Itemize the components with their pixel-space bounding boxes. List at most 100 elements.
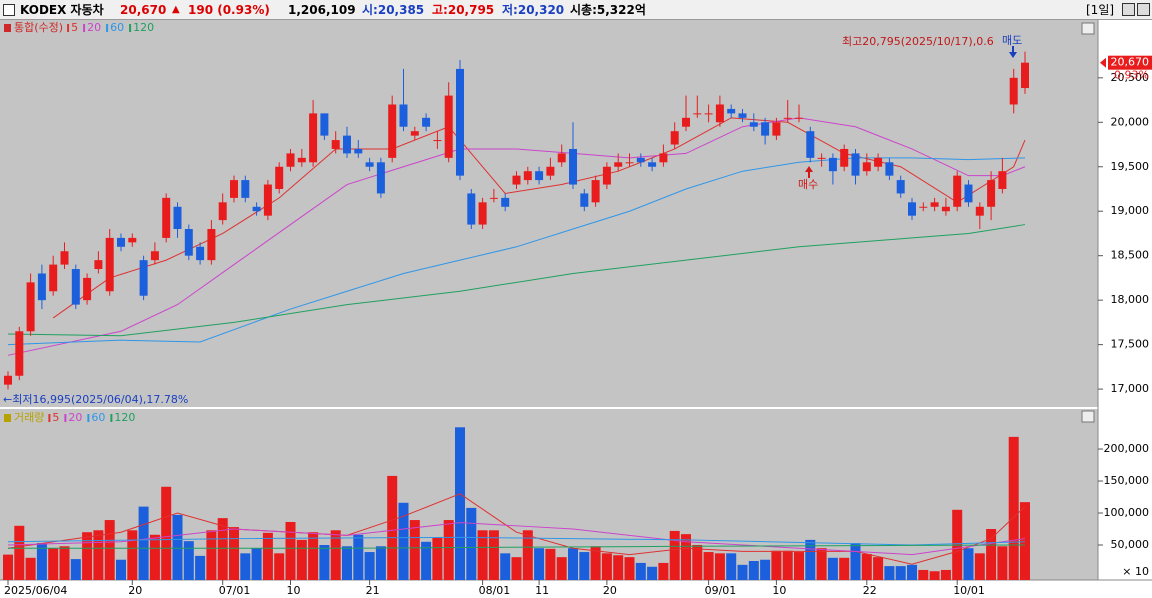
y-tick-label: 20,000 <box>1111 115 1150 128</box>
candle-body <box>173 206 182 230</box>
candle-body <box>512 175 521 185</box>
volume-bar <box>963 548 974 580</box>
volume-bar <box>262 532 273 580</box>
volume-bar <box>251 548 262 580</box>
volume-bar <box>556 557 567 580</box>
y-tick-label: 19,500 <box>1111 160 1150 173</box>
price: 20,670 <box>120 3 167 17</box>
candle-body <box>37 273 46 301</box>
volume-bar <box>873 557 884 580</box>
minimize-button[interactable] <box>1122 3 1135 16</box>
candle-body <box>297 157 306 163</box>
volume-bar <box>274 553 285 580</box>
candle-body <box>896 180 905 194</box>
period[interactable]: [1일] <box>1086 3 1115 17</box>
volume-bar <box>3 554 13 580</box>
x-tick-label: 20 <box>128 584 142 597</box>
candle-body <box>478 202 487 225</box>
candle-body <box>862 162 871 172</box>
legend-entry: 20 <box>68 411 82 424</box>
volume-bar <box>884 566 895 580</box>
candle-body <box>444 95 453 158</box>
candle-body <box>128 237 137 243</box>
candle-body <box>817 157 826 159</box>
legend-swatch <box>87 414 90 422</box>
volume-bar <box>364 552 375 580</box>
volume-bar <box>82 532 93 580</box>
volume-bar <box>986 529 997 580</box>
moving-average <box>7 224 1026 337</box>
volume-bar <box>635 562 646 580</box>
last-price-label: 20,670 <box>1111 56 1150 69</box>
candle-body <box>636 157 645 163</box>
close-button[interactable] <box>1137 3 1150 16</box>
candle-body <box>388 104 397 158</box>
legend-swatch <box>64 414 67 422</box>
checkbox[interactable] <box>3 4 15 16</box>
x-tick-label: 11 <box>535 584 549 597</box>
candle-body <box>489 197 498 199</box>
volume-bar <box>940 569 951 580</box>
last-price-arrow <box>1100 57 1106 68</box>
candle-body <box>501 197 510 207</box>
candle-body <box>783 117 792 119</box>
moving-average <box>7 536 1026 546</box>
legend-swatch <box>67 24 70 32</box>
candle-body <box>546 166 555 176</box>
volume-bar <box>782 550 793 580</box>
volume-bar <box>522 530 533 580</box>
legend-swatch <box>48 414 51 422</box>
candle-body <box>410 131 419 136</box>
legend-entry: 20 <box>87 21 101 34</box>
y-tick-label: 17,000 <box>1111 382 1150 395</box>
candle-body <box>196 246 205 261</box>
volume-bar <box>997 546 1008 580</box>
candle-body <box>693 113 702 115</box>
legend-swatch <box>106 24 109 32</box>
volume-bar <box>511 557 522 580</box>
moving-average <box>7 522 1026 556</box>
candle-body <box>727 108 736 114</box>
volume-bar <box>353 534 364 580</box>
legend-entry: 60 <box>110 21 124 34</box>
pane-button[interactable] <box>1081 22 1095 35</box>
volume-bar <box>771 550 782 580</box>
candle-body <box>648 162 657 167</box>
candle-body <box>331 140 340 149</box>
volume: 1,206,109 <box>288 3 356 17</box>
volume-bar <box>206 530 217 580</box>
x-tick-label: 2025/06/04 <box>4 584 67 597</box>
volume-bar <box>816 548 827 580</box>
pane-button[interactable] <box>1081 410 1095 423</box>
candle-body <box>26 282 35 332</box>
volume-bar <box>285 521 296 580</box>
moving-average <box>52 117 1026 319</box>
volume-bar <box>455 427 465 580</box>
sell-annotation: 매도 <box>1002 34 1022 47</box>
legend-entry: 120 <box>133 21 154 34</box>
x-tick-label: 22 <box>863 584 877 597</box>
candle-body <box>71 269 80 305</box>
volume-bar <box>658 562 669 580</box>
candle-body <box>4 375 12 385</box>
arrow: ▲ <box>172 4 180 15</box>
y-tick-label: 20,500 <box>1111 71 1150 84</box>
volume-bar <box>195 555 206 580</box>
legend-swatch <box>110 414 113 422</box>
candle-body <box>557 153 566 163</box>
candle-body <box>60 251 69 265</box>
volume-bar <box>827 557 838 580</box>
candle-body <box>749 122 758 127</box>
y-tick-label: 150,000 <box>1104 474 1150 487</box>
candle-body <box>535 171 544 181</box>
candle-body <box>828 157 837 172</box>
candle-body <box>772 122 781 136</box>
candle-body <box>738 113 747 118</box>
moving-average <box>7 493 1026 565</box>
axis-panel <box>1098 20 1152 580</box>
volume-bar <box>477 530 488 580</box>
volume-bar <box>387 475 398 580</box>
volume-bar <box>1008 436 1019 580</box>
volume-bar <box>488 530 499 580</box>
